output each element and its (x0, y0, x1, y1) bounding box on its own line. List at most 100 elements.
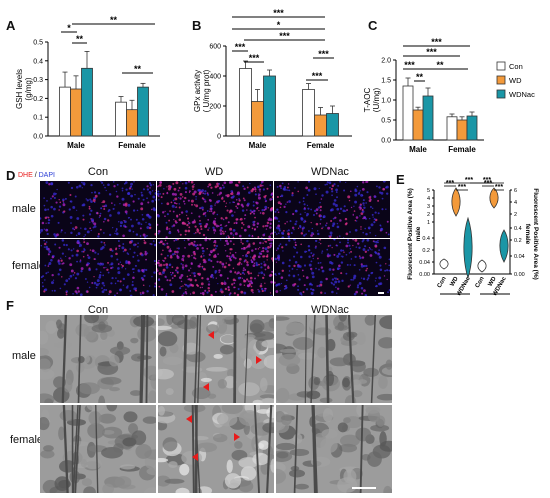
y-tick-label: 200 (209, 104, 221, 111)
y-tick-label: 3 (427, 204, 430, 210)
y-tick-label: 2 (427, 212, 430, 218)
red-arrow-icon (192, 453, 198, 461)
significance-mark: * (67, 23, 71, 33)
y-tick-label: 0.5 (33, 40, 43, 47)
red-arrow-icon (256, 356, 262, 364)
tem-image (40, 405, 156, 493)
d-row-male: male (12, 203, 36, 215)
f-row-female: female (10, 434, 44, 446)
f-row-male: male (12, 350, 36, 362)
panel-label-b: B (192, 18, 202, 33)
panel-label-a: A (6, 18, 16, 33)
fluorescence-image (274, 239, 390, 296)
d-stain-legend: DHE / DAPI (18, 172, 55, 179)
y-tick-label: 0.3 (33, 77, 43, 84)
x-category-label: Female (307, 141, 335, 150)
significance-mark: *** (431, 37, 442, 47)
significance-mark: *** (318, 49, 329, 59)
y-tick-label: 0.5 (381, 118, 391, 125)
panel-label-f: F (6, 298, 14, 313)
x-category-label: Female (448, 145, 476, 154)
f-col-wd: WD (204, 304, 224, 316)
f-col-wdnac: WDNac (311, 304, 349, 316)
scale-bar (378, 292, 384, 294)
f-col-con: Con (87, 304, 109, 316)
y-tick-label-right: 4 (514, 200, 517, 206)
bar-wdnac (263, 75, 276, 137)
legend-label: WDNac (509, 90, 535, 99)
tem-image (158, 405, 274, 493)
x-category-label: WD (488, 275, 499, 287)
significance-mark: *** (249, 53, 260, 63)
x-category-label: Female (118, 141, 146, 150)
bar-wdnac (326, 113, 339, 137)
significance-mark: *** (312, 71, 323, 81)
tem-image (276, 315, 392, 403)
y-tick-label: 0.4 (33, 58, 43, 65)
chart-a-gsh: 0.0 0.1 0.2 0.3 0.4 0.5 GSH levels(g/mg) Male Fe… (15, 15, 160, 150)
y-tick-label: 2.0 (381, 58, 391, 65)
bar-con (115, 101, 127, 137)
d-col-wd: WD (204, 166, 224, 178)
y-axis-label: GSH levels(g/mg) (15, 69, 33, 109)
y-tick-label-right: 6 (514, 188, 517, 194)
panel-label-c: C (368, 18, 378, 33)
bar-wdnac (466, 115, 478, 141)
y-tick-label: 600 (209, 44, 221, 51)
bar-con (239, 68, 252, 137)
red-arrow-icon (186, 415, 192, 423)
significance-mark: *** (279, 31, 290, 41)
bar-con (59, 86, 71, 137)
y-tick-label: 1.0 (381, 98, 391, 105)
violin-wd (451, 187, 461, 217)
d-row-female: female (12, 260, 46, 272)
violin-con (477, 259, 487, 273)
fluorescence-image (40, 239, 156, 296)
y-axis-label: T-AOC(U/mg) (363, 87, 381, 112)
y-tick-label: 4 (427, 196, 430, 202)
x-category-label: Male (67, 141, 85, 150)
significance-mark: *** (446, 180, 454, 187)
significance-mark: *** (483, 177, 491, 184)
y-tick-label: 1.5 (381, 78, 391, 85)
y-tick-label: 0 (217, 134, 221, 141)
significance-mark: ** (76, 34, 84, 44)
d-col-wdnac: WDNac (311, 166, 349, 178)
bar-wd (314, 114, 327, 137)
panel-label-d: D (6, 168, 16, 183)
significance-mark: * (277, 20, 281, 30)
violin-wdnac (499, 229, 509, 263)
bar-wd (412, 109, 424, 141)
fluorescence-image (274, 181, 390, 238)
red-arrow-icon (234, 433, 240, 441)
violin-wd (489, 187, 499, 209)
x-category-label: Male (249, 141, 267, 150)
x-category-label: Male (409, 145, 427, 154)
significance-mark: *** (495, 184, 503, 191)
legend-swatch-con (496, 61, 506, 71)
significance-mark: ** (436, 60, 444, 70)
tem-image (276, 405, 392, 493)
significance-mark: *** (426, 47, 437, 57)
chart-c-taoc: 0.00.51.01.52.0T-AOC(U/mg)Male Female****… (363, 37, 535, 154)
bar-con (302, 89, 315, 137)
y-axis-label-right: Fluorescent Positive Area (%)female (524, 188, 539, 280)
y-axis-label: GPx activity( U/mg prot) (193, 69, 211, 112)
legend-sep: / (32, 172, 39, 179)
y-axis-label-left: Fluorescent Positive Area (%)male (407, 188, 422, 280)
y-tick-label: 0.04 (419, 260, 430, 266)
red-arrow-icon (208, 331, 214, 339)
scale-bar (352, 487, 376, 489)
y-tick-label: 0.4 (422, 236, 430, 242)
y-tick-label-right: 0.2 (514, 238, 522, 244)
bar-con (402, 85, 414, 141)
red-arrow-icon (203, 383, 209, 391)
legend-label: Con (509, 62, 523, 71)
fluorescence-image (157, 181, 273, 238)
y-tick-label-right: 0.04 (514, 254, 525, 260)
y-tick-label: 0.00 (419, 272, 430, 278)
significance-mark: *** (484, 180, 492, 187)
bar-wd (251, 101, 264, 137)
legend-label: WD (509, 76, 522, 85)
